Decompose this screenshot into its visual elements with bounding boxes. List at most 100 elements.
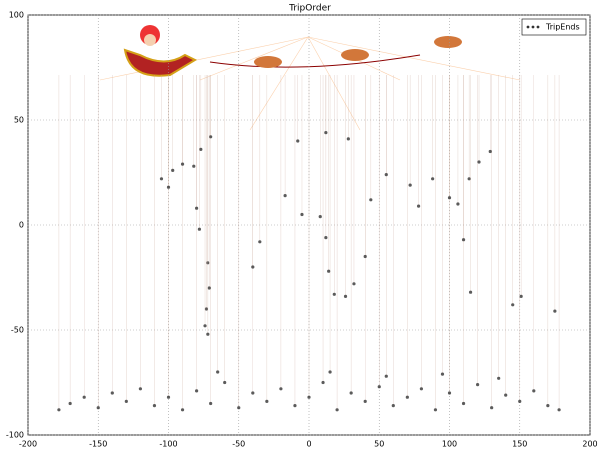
point	[504, 393, 508, 397]
point	[324, 236, 328, 240]
point	[180, 162, 185, 166]
point	[497, 376, 501, 380]
x-tick-label: 150	[512, 440, 527, 449]
x-tick-label: -50	[232, 440, 245, 449]
point	[352, 282, 356, 286]
point	[369, 198, 373, 202]
x-tick-label: -100	[159, 440, 177, 449]
legend-marker	[531, 25, 535, 29]
point	[279, 387, 283, 391]
y-tick-label: -50	[11, 326, 24, 335]
point	[197, 227, 202, 231]
point	[346, 137, 350, 141]
point	[152, 404, 157, 408]
point	[467, 177, 471, 181]
legend: TripEnds	[521, 18, 587, 36]
point	[511, 303, 515, 307]
point	[519, 294, 523, 298]
point	[124, 399, 128, 403]
point	[363, 399, 367, 403]
point	[461, 401, 466, 406]
point	[384, 173, 388, 177]
point	[204, 307, 209, 311]
point	[363, 254, 367, 259]
point	[251, 391, 255, 395]
x-tick-label: -200	[19, 440, 37, 449]
point	[223, 380, 227, 385]
point	[159, 177, 164, 181]
y-tick-label: 0	[19, 221, 24, 230]
point	[349, 391, 353, 395]
series	[57, 75, 561, 412]
x-tick-label: 50	[374, 440, 384, 449]
point	[461, 238, 466, 242]
point	[328, 370, 332, 374]
point	[180, 408, 185, 412]
point	[518, 399, 522, 403]
point	[343, 294, 348, 298]
point	[293, 404, 297, 408]
point	[199, 147, 203, 151]
point	[216, 370, 220, 374]
point	[440, 372, 445, 376]
point	[209, 401, 213, 406]
point	[557, 408, 561, 412]
point	[476, 383, 480, 387]
legend-marker	[536, 25, 540, 29]
point	[391, 404, 395, 408]
point	[171, 168, 175, 172]
point	[405, 395, 409, 399]
point	[68, 401, 72, 406]
point	[318, 215, 322, 219]
point	[447, 391, 452, 395]
y-tick-label: -100	[6, 431, 24, 440]
point	[490, 406, 494, 410]
point	[195, 389, 199, 393]
point	[447, 196, 452, 200]
point	[321, 380, 325, 385]
point	[265, 399, 269, 403]
chart-title: TripOrder	[288, 4, 331, 14]
point	[166, 395, 171, 399]
point	[57, 408, 61, 412]
x-tick-label: -150	[89, 440, 107, 449]
x-tick-label: 200	[582, 440, 597, 449]
point	[433, 408, 438, 412]
point	[377, 385, 381, 389]
point	[384, 374, 388, 378]
sleigh-decoration	[99, 25, 521, 131]
point	[82, 395, 86, 399]
x-tick-label: 100	[442, 440, 457, 449]
point	[138, 387, 142, 391]
legend-label: TripEnds	[545, 23, 580, 32]
point	[468, 290, 473, 294]
point	[553, 309, 557, 313]
point	[307, 395, 311, 399]
point	[300, 212, 304, 217]
point	[195, 206, 199, 210]
point	[192, 164, 196, 168]
point	[332, 292, 336, 296]
point	[532, 389, 536, 393]
legend-marker	[526, 25, 530, 29]
point	[327, 269, 331, 273]
point	[477, 160, 481, 164]
point	[416, 204, 421, 208]
point	[96, 406, 100, 410]
point	[296, 139, 300, 143]
legend-box	[521, 18, 587, 36]
point	[456, 202, 460, 206]
point	[431, 177, 435, 181]
point	[166, 185, 171, 189]
y-tick-label: 50	[14, 116, 24, 125]
x-tick-label: 0	[306, 440, 311, 449]
point	[258, 240, 262, 244]
point	[283, 194, 287, 198]
point	[209, 135, 213, 139]
point	[207, 286, 211, 290]
point	[206, 332, 210, 336]
point	[419, 387, 423, 391]
point	[110, 391, 114, 395]
point	[408, 183, 412, 187]
